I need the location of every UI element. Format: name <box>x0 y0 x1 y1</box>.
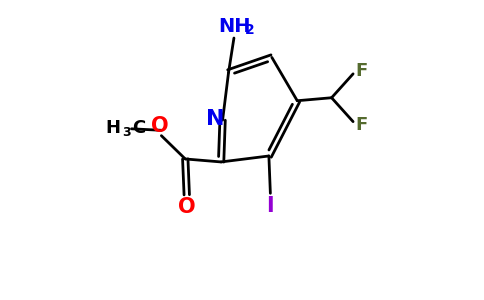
Text: O: O <box>151 116 169 136</box>
Text: F: F <box>355 116 367 134</box>
Text: 3: 3 <box>122 126 131 139</box>
Text: NH: NH <box>218 16 251 36</box>
Text: C: C <box>133 119 146 137</box>
Text: I: I <box>267 196 274 216</box>
Text: F: F <box>355 62 367 80</box>
Text: H: H <box>105 119 120 137</box>
Text: N: N <box>206 109 225 129</box>
Text: O: O <box>178 197 196 217</box>
Text: 2: 2 <box>244 23 254 37</box>
